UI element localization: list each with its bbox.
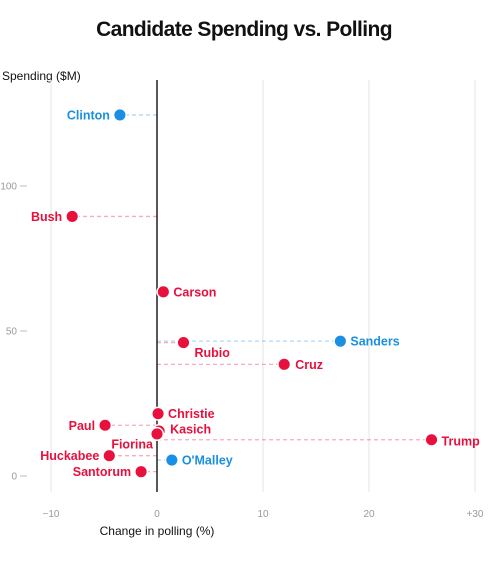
y-axis: 0 50 100 <box>0 182 27 483</box>
x-axis: −10 0 10 20 +30 <box>43 509 484 520</box>
label-paul: Paul <box>69 419 95 433</box>
point-huckabee <box>102 448 117 463</box>
x-tick-label: 20 <box>363 509 375 520</box>
gridlines <box>50 80 476 492</box>
label-rubio: Rubio <box>195 346 231 360</box>
point-omalley <box>164 453 179 468</box>
y-axis-title: Spending ($M) <box>2 69 81 83</box>
label-bush: Bush <box>31 210 62 224</box>
point-sanders <box>333 334 348 349</box>
x-axis-title: Change in polling (%) <box>99 524 215 538</box>
label-trump: Trump <box>442 434 481 448</box>
label-santorum: Santorum <box>73 465 131 479</box>
y-tick-label: 0 <box>11 472 17 483</box>
x-tick-label: +30 <box>467 509 484 520</box>
label-christie: Christie <box>168 407 215 421</box>
label-huckabee: Huckabee <box>40 449 99 463</box>
point-fiorina <box>149 426 165 442</box>
chart-title: Candidate Spending vs. Polling <box>96 18 392 41</box>
point-labels: Clinton Bush Carson Sanders Rubio Cruz Christi… <box>31 108 480 479</box>
data-points <box>65 107 439 479</box>
point-carson <box>156 284 171 299</box>
label-fiorina: Fiorina <box>111 437 154 451</box>
label-cruz: Cruz <box>295 358 323 372</box>
point-clinton <box>112 107 127 122</box>
x-tick-label: −10 <box>43 509 60 520</box>
x-tick-label: 10 <box>257 509 269 520</box>
point-bush <box>65 209 80 224</box>
label-kasich: Kasich <box>170 423 211 437</box>
point-christie <box>151 406 166 421</box>
point-santorum <box>134 464 149 479</box>
label-clinton: Clinton <box>67 108 110 122</box>
label-omalley: O'Malley <box>182 454 233 468</box>
leader-lines <box>72 114 432 473</box>
point-cruz <box>277 357 292 372</box>
x-tick-label: 0 <box>154 509 160 520</box>
y-tick-label: 100 <box>0 182 17 193</box>
point-paul <box>98 418 113 433</box>
point-rubio <box>176 335 191 350</box>
y-tick-label: 50 <box>6 327 18 338</box>
label-carson: Carson <box>173 285 216 299</box>
label-sanders: Sanders <box>350 335 399 349</box>
point-trump <box>424 432 439 447</box>
